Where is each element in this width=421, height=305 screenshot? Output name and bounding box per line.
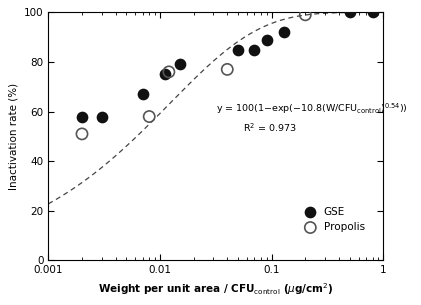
Propolis [302,13,309,17]
GSE [369,10,376,15]
GSE [251,47,258,52]
GSE [79,114,85,119]
Propolis [146,114,152,119]
X-axis label: Weight per unit area / CFU$_{\rm control}$ ($\mu$g/cm$^2$): Weight per unit area / CFU$_{\rm control… [98,281,334,297]
Propolis [165,70,172,74]
GSE [263,37,270,42]
Legend: GSE, Propolis: GSE, Propolis [297,204,368,235]
Y-axis label: Inactivation rate (%): Inactivation rate (%) [8,83,19,190]
GSE [176,62,183,67]
GSE [235,47,242,52]
GSE [346,10,353,15]
Propolis [79,131,85,136]
GSE [281,30,288,35]
GSE [139,92,146,97]
Propolis [224,67,231,72]
Text: y = 100(1$-$exp($-$10.8(W/CFU$_{\rm control}$)$^{0.54}$)): y = 100(1$-$exp($-$10.8(W/CFU$_{\rm cont… [216,101,408,116]
Text: R$^2$ = 0.973: R$^2$ = 0.973 [243,121,296,134]
GSE [161,72,168,77]
GSE [98,114,105,119]
